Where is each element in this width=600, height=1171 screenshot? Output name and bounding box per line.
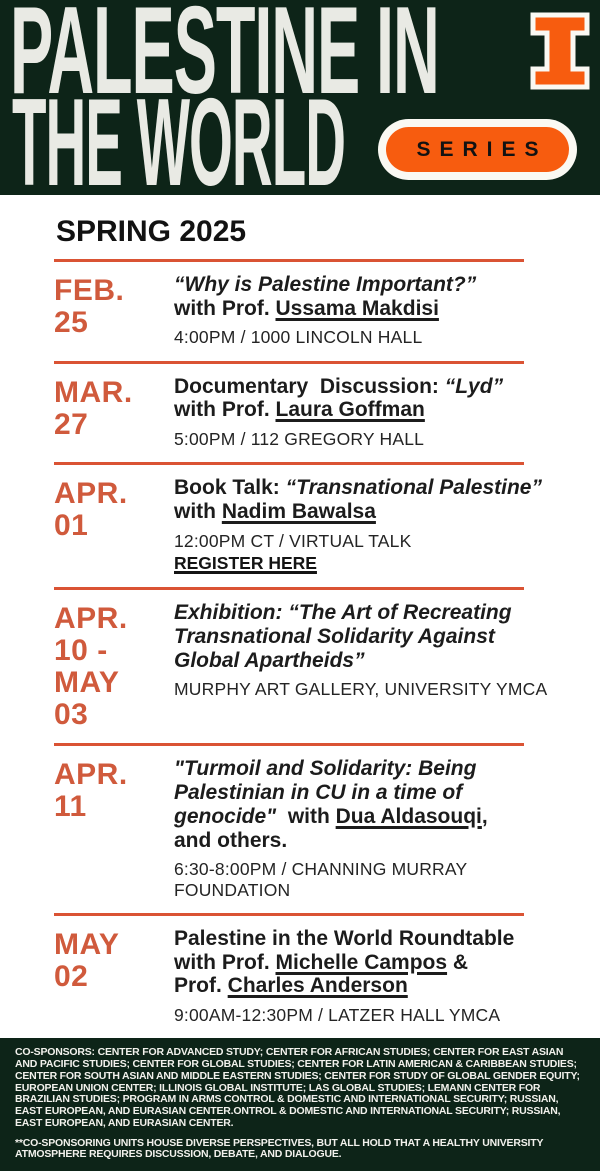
event-time-location: 6:30-8:00PM / CHANNING MURRAY FOUNDATION xyxy=(174,859,468,900)
speaker-name: Dua Aldasouqi xyxy=(335,804,482,828)
event-title: Documentary Discussion: “Lyd” with Prof.… xyxy=(174,375,574,422)
event-with-text: with Prof. xyxy=(174,296,276,320)
event-date: MAR. 27 xyxy=(54,375,133,441)
event-with-text: with Prof. xyxy=(174,398,270,422)
events-section: SPRING 2025 FEB. 25 “Why is Palestine Im… xyxy=(0,195,600,1039)
event-date: APR. 01 xyxy=(54,477,128,543)
poster-header: PALESTINE IN THE WORLD SERIES xyxy=(0,0,600,195)
event-row-mar-27: MAR. 27 Documentary Discussion: “Lyd” wi… xyxy=(54,364,524,466)
event-with-text: with xyxy=(287,804,336,828)
event-date: APR. 11 xyxy=(54,758,128,824)
speaker-name: Nadim Bawalsa xyxy=(221,500,376,524)
event-with-text: with xyxy=(174,500,216,524)
cosponsor-note-text: **CO-SPONSORING UNITS HOUSE DIVERSE PERS… xyxy=(15,1136,544,1161)
event-row-may-02: MAY 02 Palestine in the World Roundtable… xyxy=(54,916,524,1038)
series-badge-inner: SERIES xyxy=(386,127,569,172)
event-title-text: Exhibition: “The Art of Recreating Trans… xyxy=(174,601,512,672)
event-date: FEB. 25 xyxy=(54,274,125,339)
event-time-location: 5:00PM / 112 GREGORY HALL xyxy=(174,429,425,450)
event-title-text: Palestine in the World Roundtable with P… xyxy=(174,926,515,974)
poster-title-line1: PALESTINE IN xyxy=(10,0,440,121)
event-row-apr-10-may-03: APR. 10 - MAY 03 Exhibition: “The Art of… xyxy=(54,590,547,747)
poster-title-line2: THE WORLD xyxy=(12,72,346,195)
season-title: SPRING 2025 xyxy=(54,211,524,262)
event-title-text: “Why is Palestine Important?” xyxy=(174,273,477,296)
speaker-name: Ussama Makdisi xyxy=(275,296,439,320)
register-here-link[interactable]: REGISTER HERE xyxy=(174,553,317,574)
event-others-text: , and others. xyxy=(174,804,488,852)
cosponsors-text: CO-SPONSORS: CENTER FOR ADVANCED STUDY; … xyxy=(15,1046,580,1129)
event-title-text: Documentary Discussion: xyxy=(174,374,445,398)
event-time-location: 4:00PM / 1000 LINCOLN HALL xyxy=(174,327,423,348)
speaker-name: Laura Goffman xyxy=(275,398,425,422)
poster-footer: CO-SPONSORS: CENTER FOR ADVANCED STUDY; … xyxy=(0,1038,600,1171)
event-date-range: APR. 10 - MAY 03 xyxy=(54,602,128,731)
event-title: Palestine in the World Roundtable with P… xyxy=(174,927,574,998)
event-title-work: “Transnational Palestine” xyxy=(285,476,542,500)
event-amp-text: & Prof. xyxy=(174,950,469,998)
illinois-block-i-logo xyxy=(530,12,590,90)
event-time-location: 9:00AM-12:30PM / LATZER HALL YMCA xyxy=(174,1005,501,1026)
speaker-name: Michelle Campos xyxy=(275,950,448,974)
event-title: "Turmoil and Solidarity: Being Palestini… xyxy=(174,757,574,852)
speaker-name: Charles Anderson xyxy=(227,974,408,998)
event-title: Book Talk: “Transnational Palestine” wit… xyxy=(174,476,574,523)
event-title-text: "Turmoil and Solidarity: Being Palestini… xyxy=(174,757,477,828)
event-title: “Why is Palestine Important?” with Prof.… xyxy=(174,273,574,320)
event-row-apr-01: APR. 01 Book Talk: “Transnational Palest… xyxy=(54,465,542,591)
event-location: MURPHY ART GALLERY, UNIVERSITY YMCA xyxy=(174,679,548,700)
event-title: Exhibition: “The Art of Recreating Trans… xyxy=(174,601,574,672)
event-row-apr-11: APR. 11 "Turmoil and Solidarity: Being P… xyxy=(54,746,524,916)
series-badge: SERIES xyxy=(378,119,577,180)
event-time-location: 12:00PM CT / VIRTUAL TALK xyxy=(174,530,412,551)
event-row-feb-25: FEB. 25 “Why is Palestine Important?” wi… xyxy=(54,262,524,364)
event-title-work: “Lyd” xyxy=(444,374,504,398)
event-title-text: Book Talk: xyxy=(174,476,286,500)
series-badge-label: SERIES xyxy=(416,138,548,161)
event-date: MAY 02 xyxy=(54,927,120,993)
